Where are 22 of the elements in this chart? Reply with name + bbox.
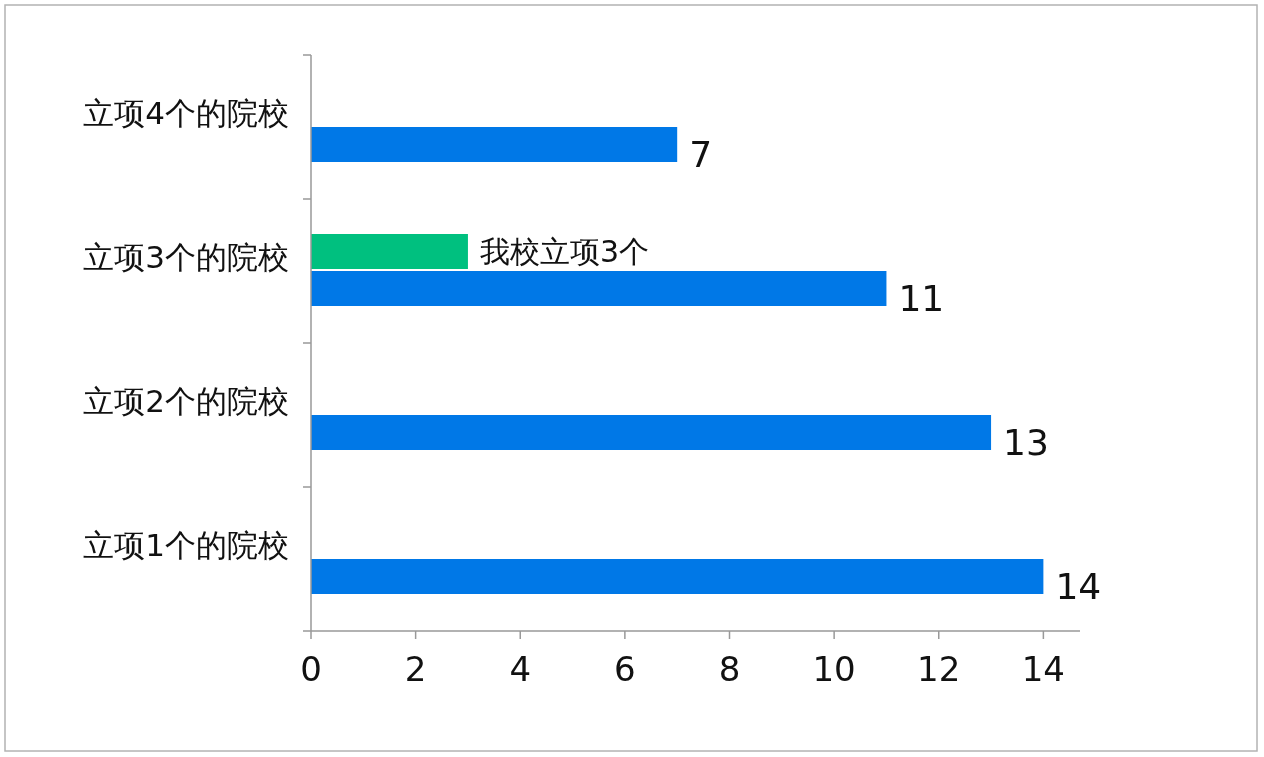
x-tick-label: 0 [300,649,322,689]
bar [311,271,887,306]
x-tick-label: 4 [509,649,532,689]
series-label: 我校立项3个 [479,234,650,269]
y-tick-label: 立项2个的院校 [83,383,289,419]
bar [311,127,678,162]
y-tick-label: 立项1个的院校 [83,527,289,563]
x-tick-label: 2 [404,649,427,689]
x-tick-label: 6 [614,649,636,689]
data-label: 11 [898,278,945,319]
x-tick-label: 8 [718,649,741,689]
data-label: 13 [1003,422,1049,463]
bar [311,415,992,450]
x-tick-label: 12 [917,649,961,689]
bar [311,559,1044,594]
data-label: 14 [1055,566,1102,607]
x-tick-label: 14 [1021,649,1066,689]
x-tick-label: 10 [812,649,856,689]
data-label: 7 [689,134,713,175]
bar [311,234,468,269]
y-tick-label: 立项3个的院校 [83,239,289,275]
y-tick-label: 立项4个的院校 [83,95,289,131]
